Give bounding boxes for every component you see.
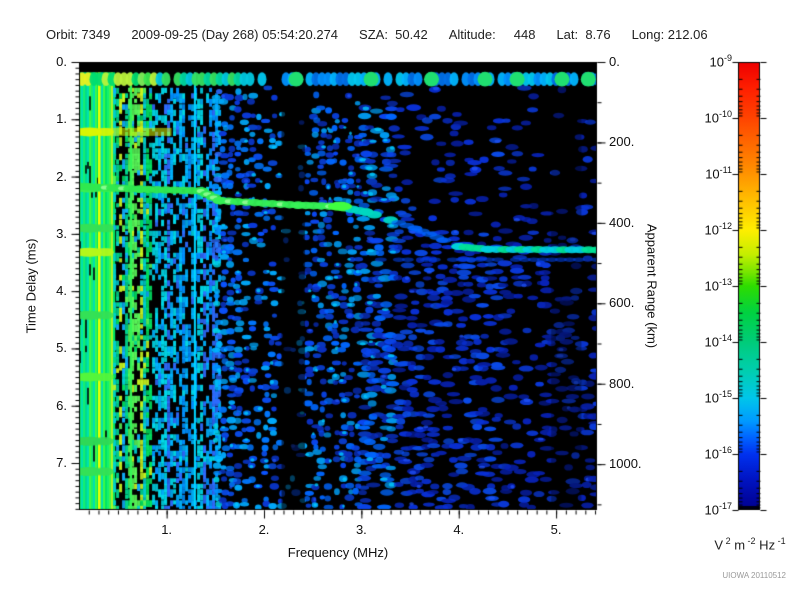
colorbar-tick-label: 10-12 xyxy=(704,221,732,238)
header-info: Orbit: 7349 2009-09-25 (Day 268) 05:54:2… xyxy=(46,27,766,42)
right-tick-label: 200. xyxy=(609,134,635,150)
colorbar-tick-label: 10-10 xyxy=(704,109,732,126)
colorbar-tick-label: 10-9 xyxy=(709,53,732,70)
colorbar-tick-label: 10-11 xyxy=(705,165,732,182)
right-tick-label: 400. xyxy=(609,214,635,230)
y-tick-label: 4. xyxy=(56,283,67,299)
y-tick-label: 6. xyxy=(56,397,67,413)
colorbar-unit-label: V 2 m -2 Hz -1 xyxy=(714,536,786,553)
header-lat: Lat: 8.76 xyxy=(556,27,611,42)
y-tick-label: 0. xyxy=(56,54,67,69)
header-long: Long: 212.06 xyxy=(631,27,708,42)
y-tick-label: 3. xyxy=(56,225,67,241)
y-tick-label: 1. xyxy=(56,111,67,127)
colorbar-tick-label: 10-14 xyxy=(704,333,732,350)
y-tick-label: 7. xyxy=(56,455,67,471)
x-tick-label: 1. xyxy=(161,522,173,537)
colorbar-tick-label: 10-17 xyxy=(704,501,732,518)
right-tick-label: 1000. xyxy=(609,456,642,472)
x-axis-label: Frequency (MHz) xyxy=(287,545,389,560)
header-datetime: 2009-09-25 (Day 268) 05:54:20.274 xyxy=(131,27,339,42)
colorbar-tick-label: 10-13 xyxy=(704,277,732,294)
right-tick-label: 0. xyxy=(609,54,620,69)
colorbar-tick-label: 10-16 xyxy=(704,445,732,462)
right-tick-label: 600. xyxy=(609,295,635,311)
y-tick-label: 5. xyxy=(56,340,67,356)
right-tick-label: 800. xyxy=(609,375,635,391)
y-tick-label: 2. xyxy=(56,168,67,184)
y-axis-label-right: Apparent Range (km) xyxy=(644,223,660,349)
header-sza: SZA: 50.42 xyxy=(359,27,428,42)
header-orbit: Orbit: 7349 xyxy=(46,27,111,42)
colorbar-tick-label: 10-15 xyxy=(704,389,732,406)
x-tick-label: 2. xyxy=(258,522,270,537)
x-tick-label: 3. xyxy=(355,522,367,537)
header-altitude: Altitude: 448 xyxy=(448,27,536,42)
x-tick-label: 4. xyxy=(453,522,465,537)
watermark: UIOWA 20110512 xyxy=(722,571,786,580)
x-tick-label: 5. xyxy=(550,522,562,537)
